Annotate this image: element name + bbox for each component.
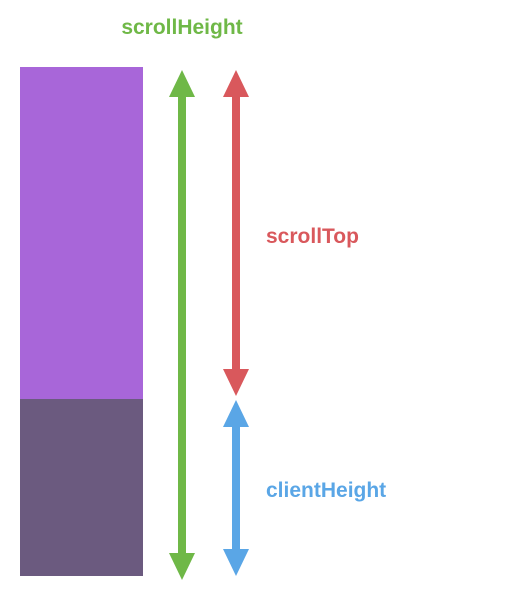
scroll-top-label: scrollTop (266, 225, 359, 248)
client-height-label: clientHeight (266, 479, 386, 502)
scrolled-content-region (20, 67, 143, 399)
visible-content-region (20, 399, 143, 576)
client-height-arrow (223, 400, 249, 576)
scroll-height-arrow (169, 70, 195, 580)
scroll-top-arrow (223, 70, 249, 396)
scroll-height-label: scrollHeight (121, 16, 242, 39)
